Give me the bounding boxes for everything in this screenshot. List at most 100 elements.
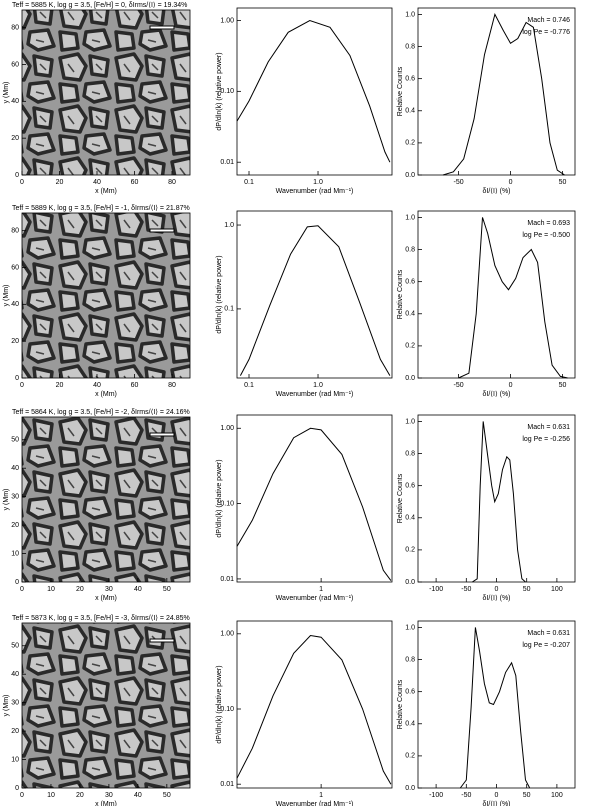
y-tick-label: 1.0 [405, 214, 415, 221]
annotation: Mach = 0.746 [527, 17, 570, 24]
y-axis-label: y (Mm) [3, 489, 10, 511]
y-tick-label: 0.4 [405, 515, 415, 522]
x-tick-label: -50 [453, 179, 463, 186]
x-tick-label: 1.0 [313, 382, 323, 389]
x-tick-label: 30 [105, 586, 113, 593]
y-tick-label: 0 [15, 785, 19, 792]
x-tick-label: 1 [319, 586, 323, 593]
x-tick-label: 50 [163, 586, 171, 593]
data-line [236, 19, 391, 163]
y-tick-label: 40 [11, 465, 19, 472]
x-tick-label: 50 [559, 179, 567, 186]
x-tick-label: 0 [20, 792, 24, 799]
x-axis-label: δI/⟨I⟩ (%) [482, 800, 510, 806]
x-axis-label: x (Mm) [95, 801, 117, 806]
y-tick-label: 0.01 [220, 781, 234, 788]
x-tick-label: 80 [168, 382, 176, 389]
y-tick-label: 20 [11, 338, 19, 345]
data-line [458, 217, 568, 379]
y-tick-label: 10 [11, 756, 19, 763]
y-axis-label: y (Mm) [3, 695, 10, 717]
data-line [459, 627, 531, 789]
x-axis-label: x (Mm) [95, 595, 117, 602]
y-tick-label: 30 [11, 493, 19, 500]
x-axis-label: x (Mm) [95, 391, 117, 398]
plot-frame [236, 7, 393, 176]
granulation-image [22, 623, 190, 788]
y-tick-label: 0.6 [405, 278, 415, 285]
granulation-image [22, 417, 190, 582]
x-tick-label: 0.1 [244, 179, 254, 186]
x-axis-label: δI/⟨I⟩ (%) [482, 187, 510, 195]
y-tick-label: 0.0 [405, 375, 415, 382]
x-tick-label: 50 [163, 792, 171, 799]
y-axis-label: dP/dln(k) (relative power) [216, 52, 223, 130]
x-tick-label: 0 [495, 792, 499, 799]
x-tick-label: 1 [319, 792, 323, 799]
x-tick-label: 50 [523, 792, 531, 799]
y-tick-label: 1.00 [220, 631, 234, 638]
y-tick-label: 20 [11, 522, 19, 529]
x-tick-label: 0 [20, 382, 24, 389]
annotation: log Pe = -0.500 [522, 232, 570, 239]
y-axis-label: y (Mm) [3, 82, 10, 104]
scale-bar [149, 25, 175, 30]
x-tick-label: 0 [509, 179, 513, 186]
y-tick-label: 0.10 [220, 706, 234, 713]
x-tick-label: 0 [495, 586, 499, 593]
x-tick-label: 20 [76, 586, 84, 593]
y-tick-label: 20 [11, 728, 19, 735]
y-axis-label: dP/dln(k) (relative power) [216, 255, 223, 333]
y-tick-label: 0.10 [220, 500, 234, 507]
panel-title: Teff = 5864 K, log g = 3.5, [Fe/H] = -2,… [12, 408, 190, 416]
scale-bar [149, 228, 175, 233]
x-tick-label: -50 [453, 382, 463, 389]
x-tick-label: -50 [461, 792, 471, 799]
scale-bar [149, 432, 175, 437]
y-tick-label: 0.4 [405, 311, 415, 318]
y-tick-label: 10 [11, 550, 19, 557]
panel-title: Teff = 5889 K, log g = 3.5, [Fe/H] = -1,… [12, 204, 190, 212]
y-tick-label: 60 [11, 264, 19, 271]
y-tick-label: 0.0 [405, 172, 415, 179]
y-tick-label: 30 [11, 699, 19, 706]
plot-frame [236, 210, 393, 379]
x-tick-label: -100 [429, 792, 443, 799]
x-tick-label: 40 [93, 179, 101, 186]
x-tick-label: 100 [551, 792, 563, 799]
y-tick-label: 50 [11, 643, 19, 650]
x-axis-label: δI/⟨I⟩ (%) [482, 594, 510, 602]
y-tick-label: 0.1 [224, 306, 234, 313]
y-tick-label: 1.00 [220, 17, 234, 24]
annotation: Mach = 0.631 [527, 424, 570, 431]
y-axis-label: y (Mm) [3, 285, 10, 307]
y-tick-label: 0.8 [405, 450, 415, 457]
y-tick-label: 0.6 [405, 688, 415, 695]
y-tick-label: 1.0 [405, 624, 415, 631]
y-tick-label: 0 [15, 375, 19, 382]
plot-frame [236, 414, 393, 583]
x-axis-label: δI/⟨I⟩ (%) [482, 390, 510, 398]
y-tick-label: 80 [11, 25, 19, 32]
y-tick-label: 0.8 [405, 246, 415, 253]
data-line [236, 427, 392, 581]
panel-title: Teff = 5885 K, log g = 3.5, [Fe/H] = 0, … [12, 1, 187, 9]
y-tick-label: 1.0 [405, 11, 415, 18]
annotation: Mach = 0.693 [527, 220, 570, 227]
x-tick-label: 30 [105, 792, 113, 799]
x-axis-label: Wavenumber (rad Mm⁻¹) [276, 391, 354, 398]
y-tick-label: 40 [11, 671, 19, 678]
data-line [236, 634, 392, 785]
y-tick-label: 0 [15, 172, 19, 179]
x-tick-label: 20 [76, 792, 84, 799]
y-axis-label: Relative Counts [397, 269, 404, 319]
x-axis-label: Wavenumber (rad Mm⁻¹) [276, 595, 354, 602]
y-tick-label: 0.6 [405, 482, 415, 489]
y-tick-label: 50 [11, 437, 19, 444]
y-axis-label: Relative Counts [397, 679, 404, 729]
y-tick-label: 1.0 [405, 418, 415, 425]
y-tick-label: 40 [11, 98, 19, 105]
data-line [472, 421, 526, 583]
y-tick-label: 0.10 [220, 88, 234, 95]
plot-frame [21, 622, 191, 789]
